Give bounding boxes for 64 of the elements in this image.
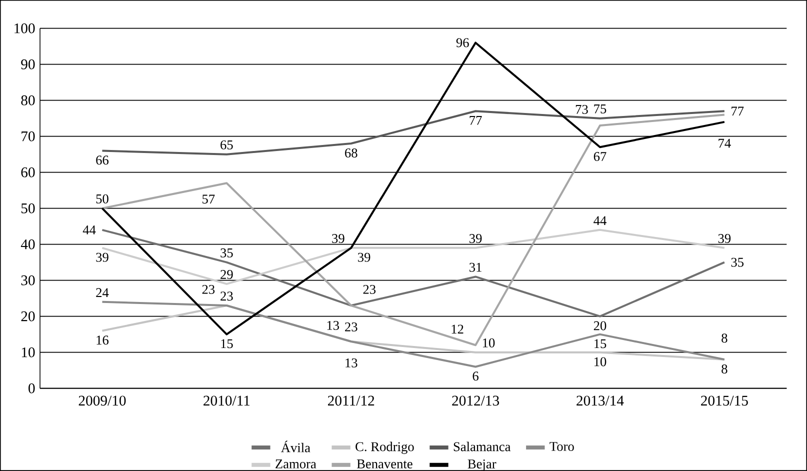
- y-tick-label: 100: [14, 23, 35, 34]
- data-label: 96: [456, 38, 469, 48]
- y-tick-label: 10: [22, 347, 35, 358]
- y-tick-label: 60: [21, 167, 35, 178]
- y-tick-label: 0: [28, 383, 35, 394]
- data-label: 10: [594, 357, 606, 366]
- data-label: 39: [470, 234, 482, 243]
- data-label: 75: [594, 104, 606, 114]
- data-label: 50: [96, 194, 108, 204]
- legend-label: C. Rodrigo: [356, 442, 414, 454]
- data-label: 77: [470, 116, 482, 125]
- data-label: 20: [594, 321, 606, 330]
- x-tick-label: 2012/13: [452, 396, 500, 406]
- data-label: 68: [345, 148, 358, 158]
- data-label: 35: [731, 258, 744, 267]
- data-label: 66: [96, 156, 109, 165]
- legend-label: Bejar: [468, 460, 496, 471]
- data-label: 23: [202, 284, 215, 294]
- x-tick-label: 2009/10: [78, 396, 126, 406]
- data-label: 44: [82, 226, 96, 234]
- data-label: 39: [358, 252, 370, 262]
- legend-label: Salamanca: [454, 442, 511, 452]
- y-tick-label: 90: [21, 59, 35, 70]
- legend-label: Zamora: [276, 460, 316, 468]
- x-tick-label: 2010/11: [204, 396, 250, 406]
- data-label: 13: [327, 320, 339, 330]
- legend-label: Ávila: [280, 440, 310, 452]
- y-tick-label: 80: [21, 95, 35, 106]
- x-tick-label: 2015/15: [701, 396, 748, 406]
- data-label: 24: [96, 288, 109, 297]
- data-label: 8: [722, 364, 728, 374]
- data-label: 65: [220, 140, 233, 150]
- data-label: 57: [202, 194, 215, 204]
- y-tick-label: 70: [22, 131, 35, 142]
- data-label: 13: [346, 358, 358, 368]
- data-label: 73: [576, 104, 588, 114]
- y-tick-label: 40: [20, 239, 35, 250]
- data-label: 6: [472, 372, 478, 381]
- data-label: 67: [594, 152, 606, 162]
- data-label: 23: [220, 292, 233, 301]
- data-label: 16: [96, 336, 109, 345]
- data-label: 74: [718, 138, 731, 148]
- data-label: 77: [732, 106, 744, 116]
- data-label: 35: [220, 248, 233, 258]
- data-label: 39: [96, 252, 108, 262]
- data-label: 39: [718, 234, 731, 243]
- data-label: 15: [221, 339, 233, 348]
- data-label: 39: [332, 234, 344, 243]
- legend-label: Toro: [550, 442, 574, 451]
- data-label: 23: [345, 322, 358, 332]
- y-tick-label: 30: [21, 275, 35, 286]
- data-label: 12: [452, 324, 464, 334]
- data-label: 8: [722, 334, 728, 343]
- data-label: 10: [482, 338, 495, 348]
- data-label: 15: [594, 339, 606, 348]
- data-label: 23: [363, 284, 376, 294]
- y-tick-label: 50: [21, 203, 35, 214]
- y-tick-label: 20: [21, 311, 35, 322]
- data-label: 44: [594, 216, 606, 225]
- x-tick-label: 2011/12: [328, 396, 374, 406]
- legend-label: Benavente: [356, 460, 412, 468]
- x-tick-label: 2013/14: [576, 396, 624, 406]
- data-label: 31: [470, 262, 482, 272]
- data-label: 29: [220, 270, 233, 279]
